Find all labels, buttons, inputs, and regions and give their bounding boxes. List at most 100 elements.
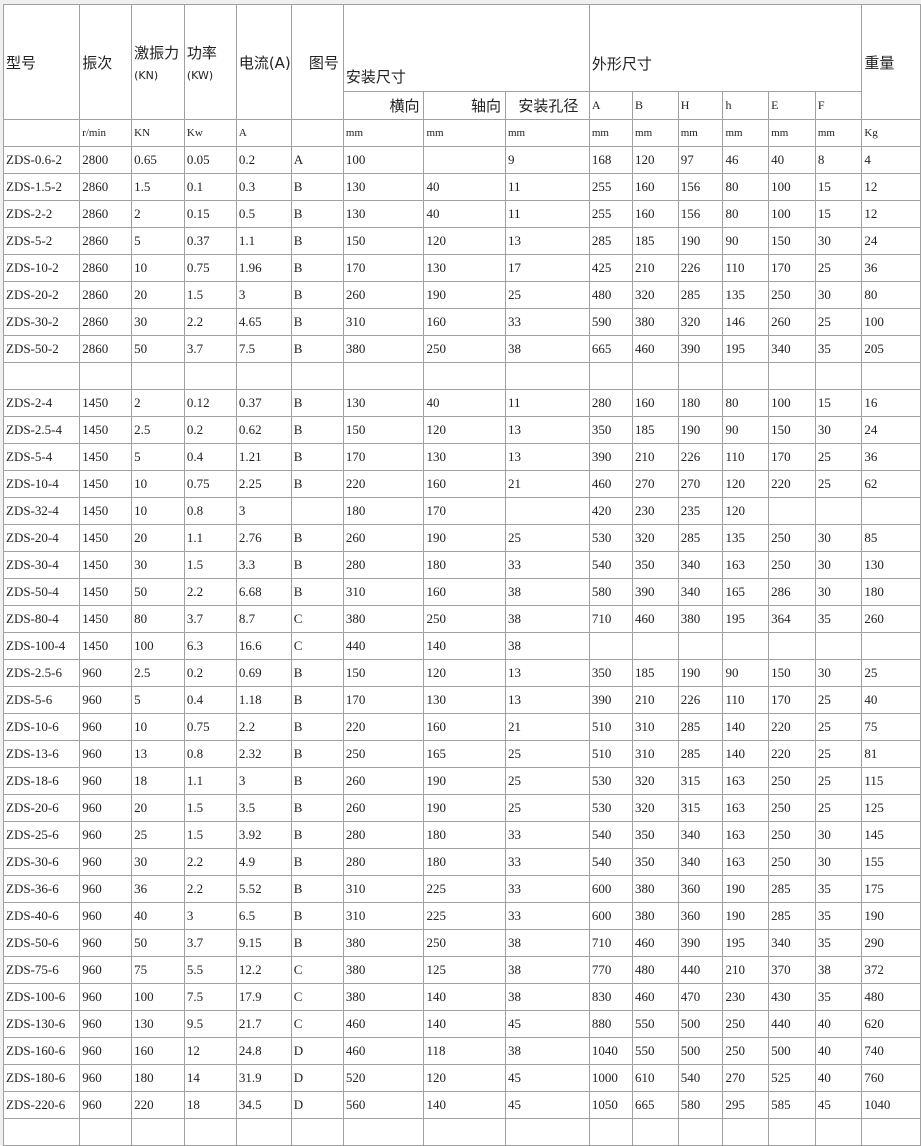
table-cell: 310 xyxy=(342,875,425,903)
table-cell: 10 xyxy=(131,497,185,525)
table-cell: 14 xyxy=(183,1064,237,1092)
table-cell: 130 xyxy=(342,173,425,201)
table-cell: 80 xyxy=(722,200,770,228)
table-cell: 145 xyxy=(861,821,921,849)
table-cell: 190 xyxy=(677,227,724,255)
table-cell: 590 xyxy=(588,308,634,336)
table-cell: 550 xyxy=(632,1037,679,1065)
table-cell: 480 xyxy=(632,956,679,984)
unit-cell xyxy=(2,119,81,147)
table-cell: 11 xyxy=(504,173,590,201)
table-cell: ZDS-180-6 xyxy=(2,1064,81,1092)
table-cell xyxy=(632,362,679,390)
table-cell: 5.52 xyxy=(235,875,292,903)
table-cell: 350 xyxy=(632,551,679,579)
table-cell: 0.4 xyxy=(183,443,237,471)
table-cell: 226 xyxy=(677,443,724,471)
table-cell: 960 xyxy=(79,767,133,795)
table-row: ZDS-25-6 960 25 1.5 3.92 B 280 180 33 540 350 340 16… xyxy=(2,821,921,849)
table-cell: 30 xyxy=(814,524,863,552)
table-cell: 40 xyxy=(814,1064,863,1092)
table-cell: 360 xyxy=(677,902,724,930)
unit-cell: mm xyxy=(722,119,770,147)
table-row: ZDS-0.6-2 2800 0.65 0.05 0.2 A 100 9 168 120 97 46 4… xyxy=(2,146,921,174)
table-cell: 35 xyxy=(814,929,863,957)
table-cell: 120 xyxy=(423,1064,506,1092)
table-cell: 40 xyxy=(423,173,506,201)
table-cell: 285 xyxy=(768,875,816,903)
table-cell: 140 xyxy=(722,740,770,768)
table-cell: ZDS-30-2 xyxy=(2,308,81,336)
table-cell: 6.5 xyxy=(235,902,292,930)
table-cell: 45 xyxy=(504,1010,590,1038)
table-cell: ZDS-100-4 xyxy=(2,632,81,660)
table-cell: ZDS-2-2 xyxy=(2,200,81,228)
table-cell: 310 xyxy=(632,713,679,741)
table-cell: 960 xyxy=(79,1037,133,1065)
table-cell: 180 xyxy=(423,821,506,849)
table-cell: 1.1 xyxy=(183,524,237,552)
table-cell: 710 xyxy=(588,929,634,957)
table-cell: 0.65 xyxy=(131,146,185,174)
table-row: ZDS-32-4 1450 10 0.8 3 180 170 420 230 235 120 xyxy=(2,497,921,525)
table-cell: 30 xyxy=(814,659,863,687)
table-cell: 156 xyxy=(677,200,724,228)
table-cell: 250 xyxy=(768,848,816,876)
table-cell: 130 xyxy=(423,254,506,282)
table-row: ZDS-160-6 960 160 12 24.8 D 460 118 38 1040 550 500… xyxy=(2,1037,921,1065)
table-cell: 40 xyxy=(768,146,816,174)
table-cell: ZDS-30-6 xyxy=(2,848,81,876)
table-cell: 310 xyxy=(632,740,679,768)
table-row: ZDS-20-2 2860 20 1.5 3 B 260 190 25 480 320 285 135 2… xyxy=(2,281,921,309)
table-cell: 40 xyxy=(131,902,185,930)
unit-cell: mm xyxy=(814,119,863,147)
table-cell: 0.4 xyxy=(183,686,237,714)
table-row: ZDS-130-6 960 130 9.5 21.7 C 460 140 45 880 550 500… xyxy=(2,1010,921,1038)
table-cell: 270 xyxy=(632,470,679,498)
table-cell: 460 xyxy=(342,1010,425,1038)
table-cell: 120 xyxy=(423,416,506,444)
table-cell: B xyxy=(290,740,344,768)
table-cell: 180 xyxy=(342,497,425,525)
table-cell: 100 xyxy=(342,146,425,174)
table-row: ZDS-80-4 1450 80 3.7 8.7 C 380 250 38 710 460 380 19… xyxy=(2,605,921,633)
table-cell: 100 xyxy=(768,173,816,201)
table-cell: 40 xyxy=(423,200,506,228)
table-cell: 150 xyxy=(768,659,816,687)
table-cell: 550 xyxy=(632,1010,679,1038)
table-cell: 190 xyxy=(677,659,724,687)
table-cell: 230 xyxy=(722,983,770,1011)
table-cell: 0.15 xyxy=(183,200,237,228)
table-cell: 175 xyxy=(861,875,921,903)
table-cell: B xyxy=(290,308,344,336)
table-cell: 2860 xyxy=(79,227,133,255)
table-cell: 38 xyxy=(504,983,590,1011)
table-cell: 250 xyxy=(768,821,816,849)
table-cell: 10 xyxy=(131,470,185,498)
table-cell: 0.75 xyxy=(183,254,237,282)
table-cell: 320 xyxy=(632,794,679,822)
table-cell xyxy=(861,497,921,525)
table-cell: 585 xyxy=(768,1091,816,1119)
table-cell: 25 xyxy=(814,713,863,741)
table-cell: 390 xyxy=(588,443,634,471)
table-cell: 760 xyxy=(861,1064,921,1092)
table-cell: 0.5 xyxy=(235,200,292,228)
table-cell: 38 xyxy=(504,929,590,957)
table-cell: 25 xyxy=(504,524,590,552)
header-dim-F: F xyxy=(814,91,863,120)
table-cell: 340 xyxy=(768,929,816,957)
table-cell: 46 xyxy=(722,146,770,174)
header-power: 功率 (KW) xyxy=(183,4,237,120)
table-cell: 290 xyxy=(861,929,921,957)
table-cell: 163 xyxy=(722,767,770,795)
table-cell: 480 xyxy=(861,983,921,1011)
table-cell: 665 xyxy=(588,335,634,363)
table-cell: 160 xyxy=(632,389,679,417)
table-cell: ZDS-30-4 xyxy=(2,551,81,579)
table-cell: 24 xyxy=(861,227,921,255)
table-cell: 45 xyxy=(504,1064,590,1092)
table-cell xyxy=(423,1118,506,1146)
table-row: ZDS-30-4 1450 30 1.5 3.3 B 280 180 33 540 350 340 16… xyxy=(2,551,921,579)
table-cell: 2.2 xyxy=(235,713,292,741)
